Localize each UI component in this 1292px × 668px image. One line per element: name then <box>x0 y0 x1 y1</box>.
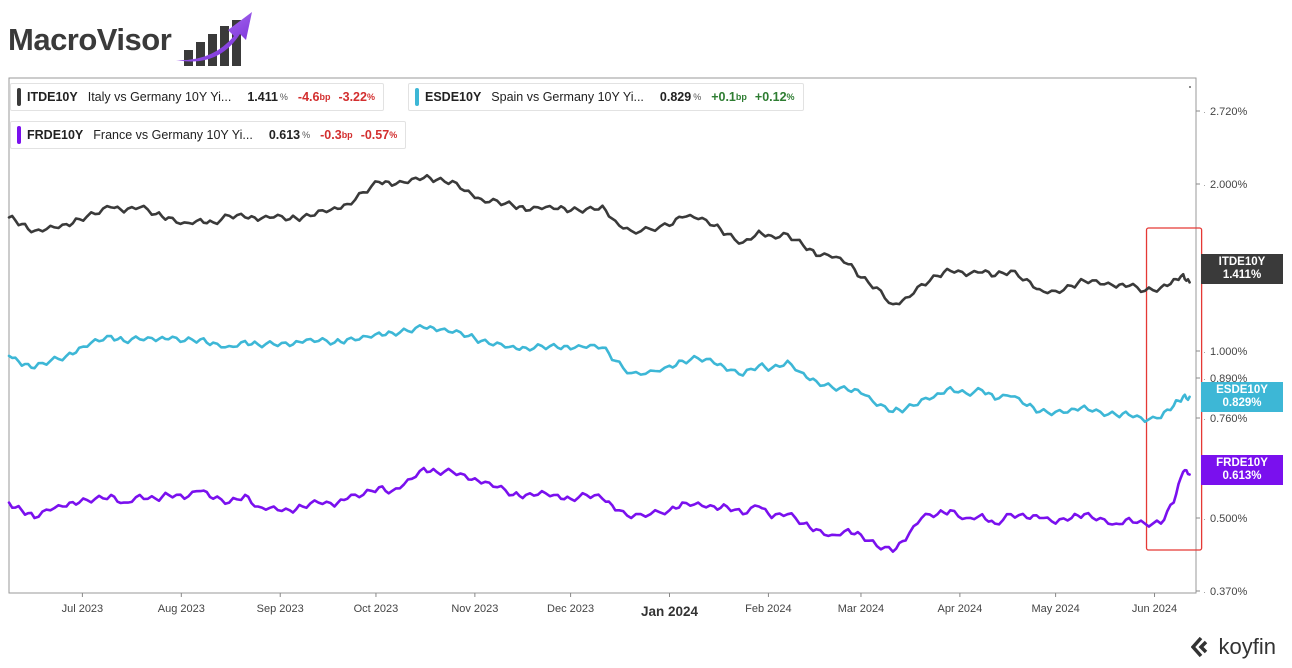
legend-value: 0.613 <box>268 128 301 142</box>
legend-item-france[interactable]: FRDE10Y France vs Germany 10Y Yi... 0.61… <box>10 121 407 149</box>
y-tick-label: 2.720% <box>1210 106 1248 118</box>
x-tick-label: May 2024 <box>1031 603 1079 615</box>
corner-dot <box>1189 86 1191 88</box>
legend-change-bp: +0.1 <box>711 90 736 104</box>
legend-change-pct: -0.57 <box>360 128 390 142</box>
tag-value: 0.613% <box>1222 470 1262 482</box>
tag-ticker: ITDE10Y <box>1218 256 1266 268</box>
legend-pct-unit: % <box>786 92 795 102</box>
y-tick-label: 1.000% <box>1210 346 1248 358</box>
legend-value: 1.411 <box>247 90 278 104</box>
legend-series-name: Spain vs Germany 10Y Yi... <box>491 90 644 104</box>
legend-series-name: France vs Germany 10Y Yi... <box>93 128 253 142</box>
tag-ticker: ESDE10Y <box>1216 384 1268 396</box>
legend-bp-unit: bp <box>735 92 747 102</box>
y-tick-bullet: · <box>1203 180 1206 190</box>
legend-ticker: FRDE10Y <box>27 128 84 142</box>
legend-item-spain[interactable]: ESDE10Y Spain vs Germany 10Y Yi... 0.829… <box>408 83 804 111</box>
legend-swatch <box>17 88 21 106</box>
series-line-frde10y <box>7 466 1191 553</box>
legend-change-bp: -4.6 <box>297 90 320 104</box>
legend-item-italy[interactable]: ITDE10Y Italy vs Germany 10Y Yi... 1.411… <box>10 83 384 111</box>
y-tick-bullet: · <box>1203 514 1206 524</box>
last-value-tag-italy: ITDE10Y 1.411% <box>1201 254 1283 284</box>
x-tick-label: Aug 2023 <box>158 603 205 615</box>
y-tick-bullet: · <box>1203 414 1206 424</box>
x-tick-label: Jun 2024 <box>1132 603 1177 615</box>
legend-swatch <box>415 88 419 106</box>
y-tick-label: 2.000% <box>1210 179 1248 191</box>
legend-swatch <box>17 126 21 144</box>
legend-unit: % <box>302 130 311 140</box>
legend-change-pct: -3.22 <box>338 90 367 104</box>
x-tick-label: Apr 2024 <box>938 603 983 615</box>
koyfin-watermark: koyfin <box>1190 634 1276 660</box>
x-tick-label: Sep 2023 <box>257 603 304 615</box>
legend-series-name: Italy vs Germany 10Y Yi... <box>87 90 232 104</box>
tag-ticker: FRDE10Y <box>1216 457 1268 469</box>
y-tick-bullet: · <box>1203 107 1206 117</box>
legend-bp-unit: bp <box>319 92 331 102</box>
y-tick-label: 0.760% <box>1210 413 1248 425</box>
tag-value: 1.411% <box>1222 269 1262 281</box>
legend-ticker: ESDE10Y <box>425 90 482 104</box>
x-tick-label: Dec 2023 <box>547 603 594 615</box>
x-tick-label: Nov 2023 <box>451 603 498 615</box>
plot-frame <box>8 77 1197 594</box>
x-tick-label: Oct 2023 <box>354 603 399 615</box>
legend-pct-unit: % <box>389 130 398 140</box>
legend-change-pct: +0.12 <box>754 90 787 104</box>
last-value-tag-france: FRDE10Y 0.613% <box>1201 455 1283 485</box>
y-tick-label: 0.500% <box>1210 513 1248 525</box>
legend-pct-unit: % <box>366 92 375 102</box>
y-tick-label: 0.370% <box>1210 586 1248 598</box>
tag-value: 0.829% <box>1222 397 1262 409</box>
y-tick-bullet: · <box>1203 587 1206 597</box>
legend-unit: % <box>279 92 288 102</box>
x-tick-label: Jan 2024 <box>641 604 699 619</box>
legend-change-bp: -0.3 <box>320 128 342 142</box>
x-tick-label: Jul 2023 <box>62 603 104 615</box>
legend-value: 0.829 <box>659 90 692 104</box>
bar-chart-logo-icon <box>176 12 252 66</box>
series-line-itde10y <box>7 173 1191 306</box>
last-value-tag-spain: ESDE10Y 0.829% <box>1201 382 1283 412</box>
koyfin-logo-icon <box>1190 636 1207 658</box>
x-tick-label: Feb 2024 <box>745 603 791 615</box>
legend-ticker: ITDE10Y <box>27 90 78 104</box>
y-tick-bullet: · <box>1203 347 1206 357</box>
legend-unit: % <box>693 92 702 102</box>
y-tick-bullet: · <box>1203 374 1206 384</box>
x-tick-label: Mar 2024 <box>838 603 884 615</box>
koyfin-text: koyfin <box>1218 634 1276 659</box>
legend-bp-unit: bp <box>341 130 353 140</box>
brand-name: MacroVisor <box>8 22 172 57</box>
series-line-esde10y <box>7 324 1191 424</box>
